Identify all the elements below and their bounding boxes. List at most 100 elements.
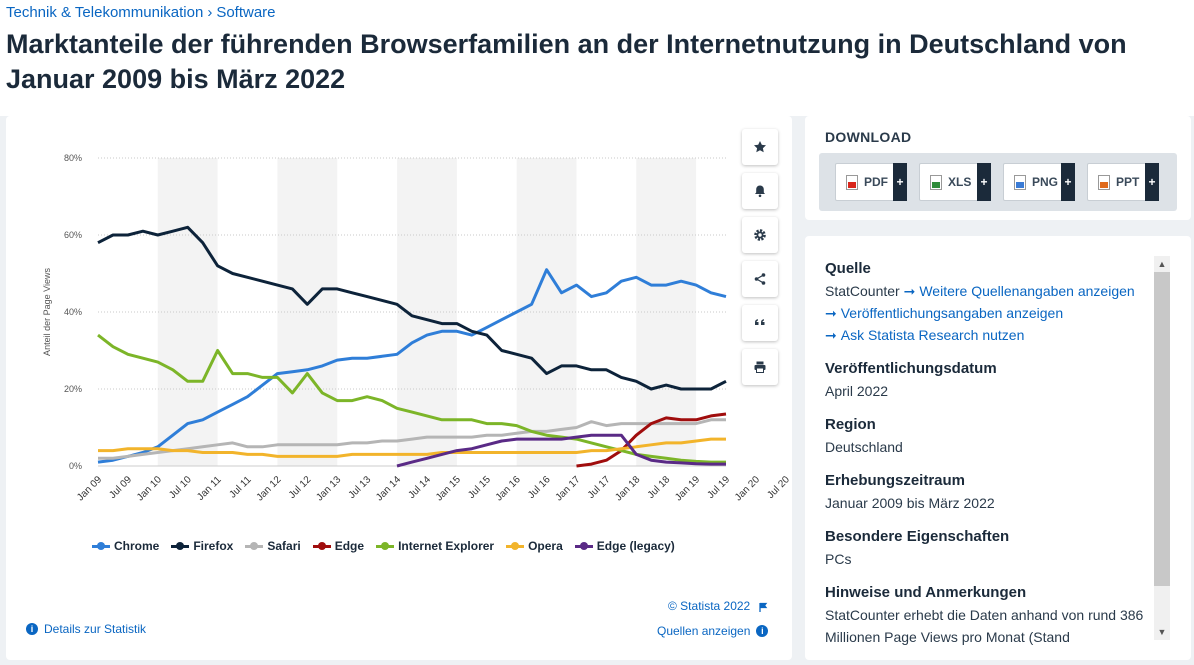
star-icon (754, 141, 766, 153)
legend-symbol (245, 541, 264, 551)
settings-button[interactable] (742, 217, 778, 253)
download-png-button[interactable]: PNG + (1003, 163, 1075, 201)
publication-info-row: ➞ Veröffentlichungsangaben anzeigen (825, 302, 1155, 324)
publication-info-link[interactable]: Veröffentlichungsangaben anzeigen (840, 305, 1064, 321)
x-tick-label: Jan 11 (195, 474, 224, 503)
print-icon (754, 361, 766, 373)
chart-legend: Chrome Firefox Safari Edge Internet Explorer… (92, 539, 687, 553)
pdf-file-icon (846, 174, 858, 190)
legend-symbol (574, 541, 593, 551)
download-pdf-label: PDF (864, 175, 888, 189)
notify-button[interactable] (742, 173, 778, 209)
x-tick-label: Jul 16 (526, 474, 553, 501)
header: Technik & Telekommunikation › Software Mar… (0, 0, 1194, 116)
breadcrumb-category[interactable]: Technik & Telekommunikation (6, 4, 204, 21)
print-button[interactable] (742, 349, 778, 385)
download-xls-button[interactable]: XLS + (919, 163, 991, 201)
info-content: Quelle StatCounter ➞ Weitere Quellenangab… (825, 258, 1155, 648)
x-tick-label: Jan 13 (314, 474, 343, 503)
breadcrumb-subcategory[interactable]: Software (216, 4, 276, 21)
x-tick-label: Jan 14 (374, 474, 403, 503)
png-file-icon (1014, 174, 1026, 190)
download-panel: DOWNLOAD PDF + XLS + PNG + PPT + (805, 116, 1191, 220)
legend-label: Opera (528, 539, 563, 553)
legend-item-edge[interactable]: Edge (312, 539, 365, 553)
x-tick-label: Jan 12 (255, 474, 284, 503)
copyright-text: © Statista 2022 (668, 599, 751, 613)
x-tick-label: Jul 18 (646, 474, 673, 501)
legend-item-firefox[interactable]: Firefox (171, 539, 233, 553)
ask-research-row: ➞ Ask Statista Research nutzen (825, 324, 1155, 346)
chart-panel: 0% 20% 40% 60% 80% Anteil der Page Views Jan 0… (6, 116, 792, 660)
legend-item-internet-explorer[interactable]: Internet Explorer (376, 539, 494, 553)
plus-icon: + (977, 163, 991, 201)
series-line-firefox[interactable] (97, 225, 727, 391)
details-link[interactable]: i Details zur Statistik (26, 622, 146, 636)
source-heading: Quelle (825, 260, 871, 277)
x-tick-label: Jul 17 (586, 474, 613, 501)
page-title: Marktanteile der führenden Browserfamili… (6, 29, 1127, 94)
x-tick-label: Jan 09 (75, 474, 104, 503)
arrow-right-icon: ➞ (825, 327, 837, 343)
download-xls-label: XLS (948, 175, 972, 189)
series-line-safari[interactable] (98, 418, 726, 460)
legend-symbol (171, 541, 190, 551)
x-tick-label: Jan 17 (554, 474, 583, 503)
legend-label: Edge (legacy) (596, 539, 675, 553)
series-line-internet-explorer[interactable] (97, 333, 726, 464)
scroll-down-icon[interactable]: ▼ (1157, 627, 1167, 637)
info-scrollbar[interactable]: ▲ ▼ (1154, 256, 1170, 640)
sources-link[interactable]: Quellen anzeigen i (657, 624, 769, 638)
region-value: Deutschland (825, 439, 903, 455)
x-tick-label: Jul 11 (228, 474, 254, 500)
x-tick-label: Jul 12 (287, 474, 314, 501)
series-line-opera[interactable] (98, 437, 726, 458)
legend-item-opera[interactable]: Opera (506, 539, 563, 553)
y-tick-label: 80% (64, 153, 82, 163)
series-line-edge-legacy[interactable] (396, 433, 726, 468)
x-tick-label: Jul 14 (406, 474, 433, 501)
download-ppt-label: PPT (1116, 175, 1140, 189)
x-tick-label: Jul 15 (466, 474, 493, 501)
quote-icon (755, 319, 765, 325)
y-tick-label: 60% (64, 230, 82, 240)
legend-symbol (312, 541, 331, 551)
ask-research-link[interactable]: Ask Statista Research nutzen (840, 327, 1025, 343)
flag-icon (758, 602, 767, 612)
gear-icon (754, 229, 766, 241)
bell-icon (755, 185, 765, 198)
legend-label: Edge (334, 539, 365, 553)
legend-item-safari[interactable]: Safari (245, 539, 301, 553)
legend-symbol (376, 541, 395, 551)
cite-button[interactable] (742, 305, 778, 341)
more-sources-link[interactable]: Weitere Quellenangaben anzeigen (919, 283, 1135, 299)
download-ppt-button[interactable]: PPT + (1087, 163, 1159, 201)
xls-file-icon (930, 174, 942, 190)
legend-item-chrome[interactable]: Chrome (92, 539, 159, 553)
series-line-edge[interactable] (576, 412, 727, 468)
pubdate-heading: Veröffentlichungsdatum (825, 360, 997, 377)
notes-value: StatCounter erhebt die Daten anhand von … (825, 607, 1144, 645)
copyright-link[interactable]: © Statista 2022 (668, 599, 768, 613)
legend-label: Chrome (114, 539, 160, 553)
x-tick-label: Jan 20 (733, 474, 762, 503)
scroll-up-icon[interactable]: ▲ (1157, 259, 1167, 269)
favorite-button[interactable] (742, 129, 778, 165)
share-button[interactable] (742, 261, 778, 297)
info-icon: i (756, 625, 769, 637)
source-value: StatCounter ➞ Weitere Quellenangaben anze… (825, 280, 1155, 302)
x-tick-label: Jul 20 (765, 474, 792, 501)
period-value: Januar 2009 bis März 2022 (825, 495, 995, 511)
line-chart: 0% 20% 40% 60% 80% Anteil der Page Views Jan 0… (42, 153, 792, 503)
arrow-right-icon: ➞ (903, 283, 916, 299)
notes-heading: Hinweise und Anmerkungen (825, 584, 1027, 601)
region-heading: Region (825, 416, 876, 433)
x-tick-label: Jan 19 (673, 474, 702, 503)
download-bar: PDF + XLS + PNG + PPT + (819, 153, 1177, 211)
legend-item-edge-legacy[interactable]: Edge (legacy) (574, 539, 675, 553)
scroll-thumb[interactable] (1154, 272, 1170, 586)
details-label: Details zur Statistik (44, 622, 147, 636)
source-name: StatCounter (825, 283, 900, 299)
download-pdf-button[interactable]: PDF + (835, 163, 907, 201)
series-line-chrome[interactable] (97, 268, 727, 464)
